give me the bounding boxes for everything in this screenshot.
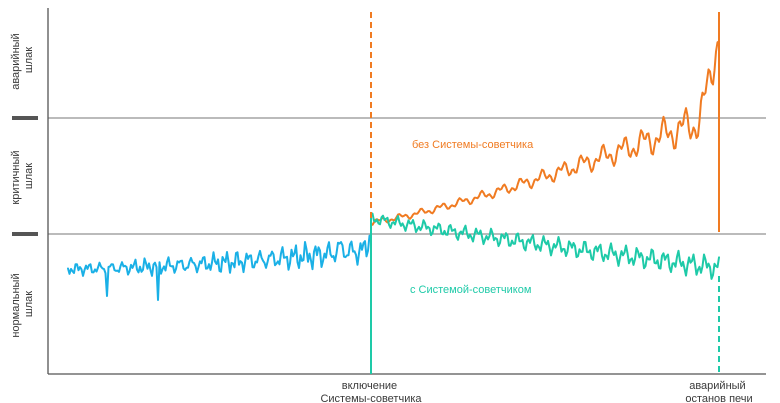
event-label-shutdown: аварийный останов печи — [685, 380, 752, 403]
zone-label-critical-line2: шлак — [23, 163, 35, 189]
zone-label-normal-line1: нормальный — [10, 273, 22, 337]
zone-label-normal-line2: шлак — [23, 291, 35, 317]
zone-label-emergency: аварийный шлак — [10, 30, 35, 90]
event-label-advisor-on-line2: Системы-советчика — [320, 393, 422, 403]
event-label-advisor-on: включение Системы-советчика — [320, 380, 422, 403]
series-label-with-advisor: с Системой-советчиком — [410, 284, 531, 296]
zone-label-emergency-line2: шлак — [23, 47, 35, 73]
series-label-without-advisor: без Системы-советчика — [412, 139, 534, 151]
event-label-advisor-on-line1: включение — [342, 380, 397, 392]
series-line-baseline — [67, 234, 372, 301]
series-line-with-advisor — [370, 211, 720, 280]
event-label-shutdown-line2: останов печи — [685, 393, 752, 403]
event-label-shutdown-line1: аварийный — [689, 380, 746, 392]
zone-label-emergency-line1: аварийный — [10, 33, 22, 90]
zone-label-normal: нормальный шлак — [10, 270, 35, 337]
zone-label-critical: критичный шлак — [10, 147, 35, 204]
zone-label-critical-line1: критичный — [10, 150, 22, 204]
series-line-without-advisor — [370, 40, 720, 226]
